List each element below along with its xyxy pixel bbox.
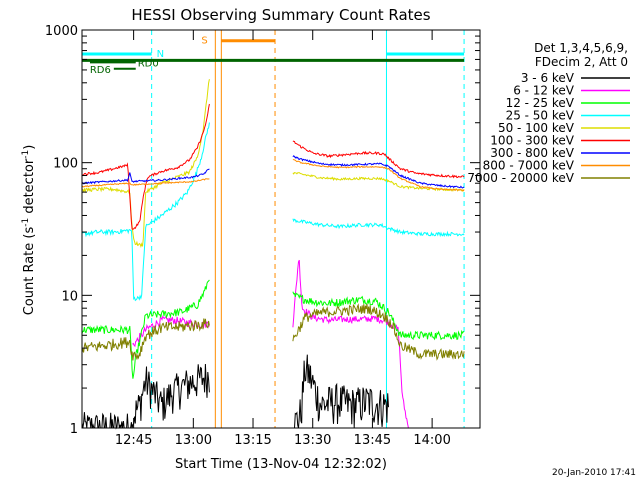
x-tick-label: 12:45 bbox=[115, 433, 152, 448]
series-12-25 bbox=[81, 279, 465, 379]
rd0-label: RD0 bbox=[138, 58, 159, 69]
x-tick-label: 13:00 bbox=[175, 433, 212, 448]
legend-entry-label: 100 - 300 keV bbox=[490, 134, 574, 148]
series-line bbox=[81, 79, 210, 249]
axes: 12:45 13:00 13:15 13:30 13:45 14:00 1 10 100 1000 bbox=[45, 24, 480, 448]
series-line bbox=[292, 259, 409, 428]
legend-entry-label: 25 - 50 keV bbox=[506, 109, 575, 123]
series-line bbox=[81, 122, 210, 302]
legend-entry-label: 800 - 7000 keV bbox=[483, 159, 575, 173]
footer-timestamp: 20-Jan-2010 17:41 bbox=[552, 468, 636, 478]
series-line bbox=[292, 303, 465, 361]
legend-header-line-2: FDecim 2, Att 0 bbox=[535, 55, 628, 69]
series-line bbox=[292, 159, 465, 192]
legend-entry-label: 50 - 100 keV bbox=[498, 121, 575, 135]
legend: Det 1,3,4,5,6,9, FDecim 2, Att 0 3 - 6 k… bbox=[467, 41, 630, 185]
series-line bbox=[81, 178, 210, 188]
legend-entry-label: 12 - 25 keV bbox=[506, 96, 575, 110]
x-tick-label: 13:15 bbox=[234, 433, 271, 448]
rd6-label: RD6 bbox=[90, 65, 111, 76]
instrument-annotations: N S RD0 RD6 bbox=[81, 30, 465, 428]
series-line bbox=[292, 291, 465, 341]
legend-entry-label: 6 - 12 keV bbox=[513, 84, 575, 98]
series-line bbox=[81, 363, 210, 430]
series-line bbox=[81, 279, 210, 379]
series-line bbox=[292, 172, 465, 192]
series-line bbox=[81, 318, 210, 361]
series-50-100 bbox=[81, 79, 465, 249]
series-line bbox=[292, 155, 465, 189]
y-tick-label: 1000 bbox=[45, 24, 78, 39]
legend-entry-label: 300 - 800 keV bbox=[490, 146, 574, 160]
y-tick-label: 10 bbox=[61, 289, 78, 304]
series-line bbox=[292, 218, 465, 238]
plot-frame bbox=[81, 29, 481, 429]
legend-entry-label: 7000 - 20000 keV bbox=[467, 171, 574, 185]
night-label: N bbox=[157, 49, 164, 60]
x-tick-label: 13:30 bbox=[294, 433, 331, 448]
series-line bbox=[81, 168, 210, 185]
legend-header-line-1: Det 1,3,4,5,6,9, bbox=[534, 41, 628, 55]
series-line bbox=[292, 140, 465, 179]
x-tick-label: 14:00 bbox=[413, 433, 450, 448]
series-300-800 bbox=[81, 155, 465, 189]
series-line bbox=[292, 354, 389, 429]
series-3-6 bbox=[81, 354, 465, 430]
y-tick-label: 100 bbox=[53, 157, 78, 172]
series-line bbox=[81, 103, 210, 230]
y-axis-label: Count Rate (s-1 detector-1) bbox=[21, 145, 37, 316]
saa-label: S bbox=[201, 36, 207, 47]
x-tick-label: 13:45 bbox=[354, 433, 391, 448]
series-7000-20000 bbox=[81, 303, 465, 361]
legend-entry-label: 3 - 6 keV bbox=[521, 71, 575, 85]
chart-title: HESSI Observing Summary Count Rates bbox=[131, 6, 430, 24]
x-axis-label: Start Time (13-Nov-04 12:32:02) bbox=[175, 457, 387, 472]
series-800-7000 bbox=[81, 159, 465, 192]
y-tick-label: 1 bbox=[70, 422, 78, 437]
series-25-50 bbox=[81, 122, 465, 302]
series-100-300 bbox=[81, 103, 465, 230]
series-layer bbox=[81, 79, 465, 430]
